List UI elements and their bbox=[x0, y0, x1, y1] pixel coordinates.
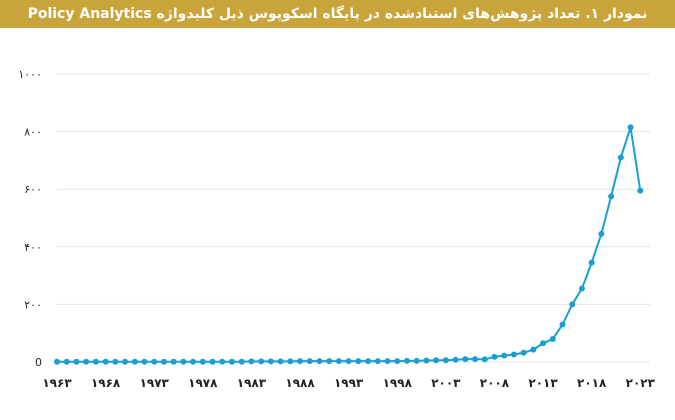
data-point bbox=[122, 358, 129, 365]
data-point bbox=[131, 358, 138, 365]
data-point bbox=[608, 193, 615, 200]
data-point bbox=[199, 358, 206, 365]
x-tick-label: ۱۹۶۳ bbox=[42, 376, 72, 390]
data-point bbox=[160, 358, 167, 365]
data-point bbox=[481, 356, 488, 363]
data-point bbox=[248, 358, 255, 365]
x-tick-label: ۱۹۷۳ bbox=[140, 376, 170, 390]
y-tick-label: 0 bbox=[35, 356, 42, 369]
x-tick-label: ۱۹۹۳ bbox=[334, 376, 364, 390]
data-point bbox=[170, 358, 177, 365]
data-point bbox=[258, 358, 265, 365]
y-tick-label: ۴۰۰ bbox=[24, 241, 42, 254]
data-point bbox=[423, 357, 430, 364]
data-point bbox=[501, 352, 508, 359]
data-point bbox=[73, 358, 80, 365]
x-tick-label: ۲۰۱۳ bbox=[528, 376, 558, 390]
chart-title: نمودار ۱. تعداد پژوهش‌های استنادشده در پ… bbox=[0, 0, 675, 28]
data-point bbox=[588, 259, 595, 266]
data-point bbox=[569, 301, 576, 308]
data-point bbox=[462, 356, 469, 363]
data-point bbox=[92, 358, 99, 365]
y-tick-label: ۱۰۰۰ bbox=[18, 68, 42, 81]
data-point bbox=[384, 358, 391, 365]
x-tick-label: ۲۰۲۳ bbox=[626, 376, 656, 390]
data-point bbox=[540, 340, 547, 347]
data-point bbox=[335, 358, 342, 365]
data-point bbox=[520, 349, 527, 356]
data-point bbox=[190, 358, 197, 365]
data-point bbox=[365, 358, 372, 365]
data-point bbox=[219, 358, 226, 365]
data-point bbox=[316, 358, 323, 365]
data-point bbox=[472, 356, 479, 363]
x-tick-label: ۱۹۶۸ bbox=[91, 376, 121, 390]
y-tick-label: ۶۰۰ bbox=[24, 183, 42, 196]
x-tick-label: ۱۹۹۸ bbox=[383, 376, 413, 390]
x-tick-label: ۱۹۷۸ bbox=[188, 376, 218, 390]
data-point bbox=[433, 357, 440, 364]
data-point bbox=[578, 285, 585, 292]
data-point bbox=[326, 358, 333, 365]
data-point bbox=[491, 353, 498, 360]
data-point bbox=[151, 358, 158, 365]
data-point bbox=[297, 358, 304, 365]
data-point bbox=[374, 358, 381, 365]
data-point bbox=[238, 358, 245, 365]
data-point bbox=[559, 321, 566, 328]
x-tick-label: ۲۰۰۸ bbox=[480, 376, 510, 390]
data-point bbox=[306, 358, 313, 365]
data-point bbox=[141, 358, 148, 365]
x-tick-label: ۱۹۸۸ bbox=[285, 376, 315, 390]
data-point bbox=[452, 356, 459, 363]
data-point bbox=[403, 357, 410, 364]
data-point bbox=[549, 335, 556, 342]
data-point bbox=[228, 358, 235, 365]
data-point bbox=[510, 351, 517, 358]
data-point bbox=[627, 124, 634, 131]
data-point bbox=[287, 358, 294, 365]
data-point bbox=[209, 358, 216, 365]
x-tick-label: ۲۰۱۸ bbox=[577, 376, 607, 390]
data-point bbox=[112, 358, 119, 365]
x-tick-label: ۲۰۰۳ bbox=[431, 376, 461, 390]
data-point bbox=[102, 358, 109, 365]
series-line bbox=[57, 126, 642, 363]
data-point bbox=[345, 358, 352, 365]
data-point bbox=[617, 154, 624, 161]
y-tick-label: ۸۰۰ bbox=[24, 126, 42, 139]
data-point bbox=[598, 230, 605, 237]
data-point bbox=[355, 358, 362, 365]
line-chart: 0 ۲۰۰ ۴۰۰ ۶۰۰ ۸۰۰ ۱۰۰۰ ۱۹۶۳ ۱۹۶۸ ۱۹۷۳ ۱۹۷۸ ۱۹۸۳ ۱۹۸… bbox=[18, 68, 656, 390]
data-point bbox=[267, 358, 274, 365]
data-point bbox=[530, 346, 537, 353]
data-point bbox=[180, 358, 187, 365]
y-tick-label: ۲۰۰ bbox=[24, 298, 42, 311]
data-point bbox=[54, 358, 60, 365]
data-point bbox=[637, 187, 644, 194]
data-point bbox=[277, 358, 284, 365]
data-point bbox=[83, 358, 90, 365]
data-point bbox=[394, 358, 401, 365]
data-point bbox=[413, 357, 420, 364]
data-point bbox=[442, 357, 449, 364]
x-tick-label: ۱۹۸۳ bbox=[237, 376, 267, 390]
chart-area: 0 ۲۰۰ ۴۰۰ ۶۰۰ ۸۰۰ ۱۰۰۰ ۱۹۶۳ ۱۹۶۸ ۱۹۷۳ ۱۹۷۸ ۱۹۸۳ ۱۹۸… bbox=[0, 28, 675, 416]
data-point bbox=[63, 358, 70, 365]
